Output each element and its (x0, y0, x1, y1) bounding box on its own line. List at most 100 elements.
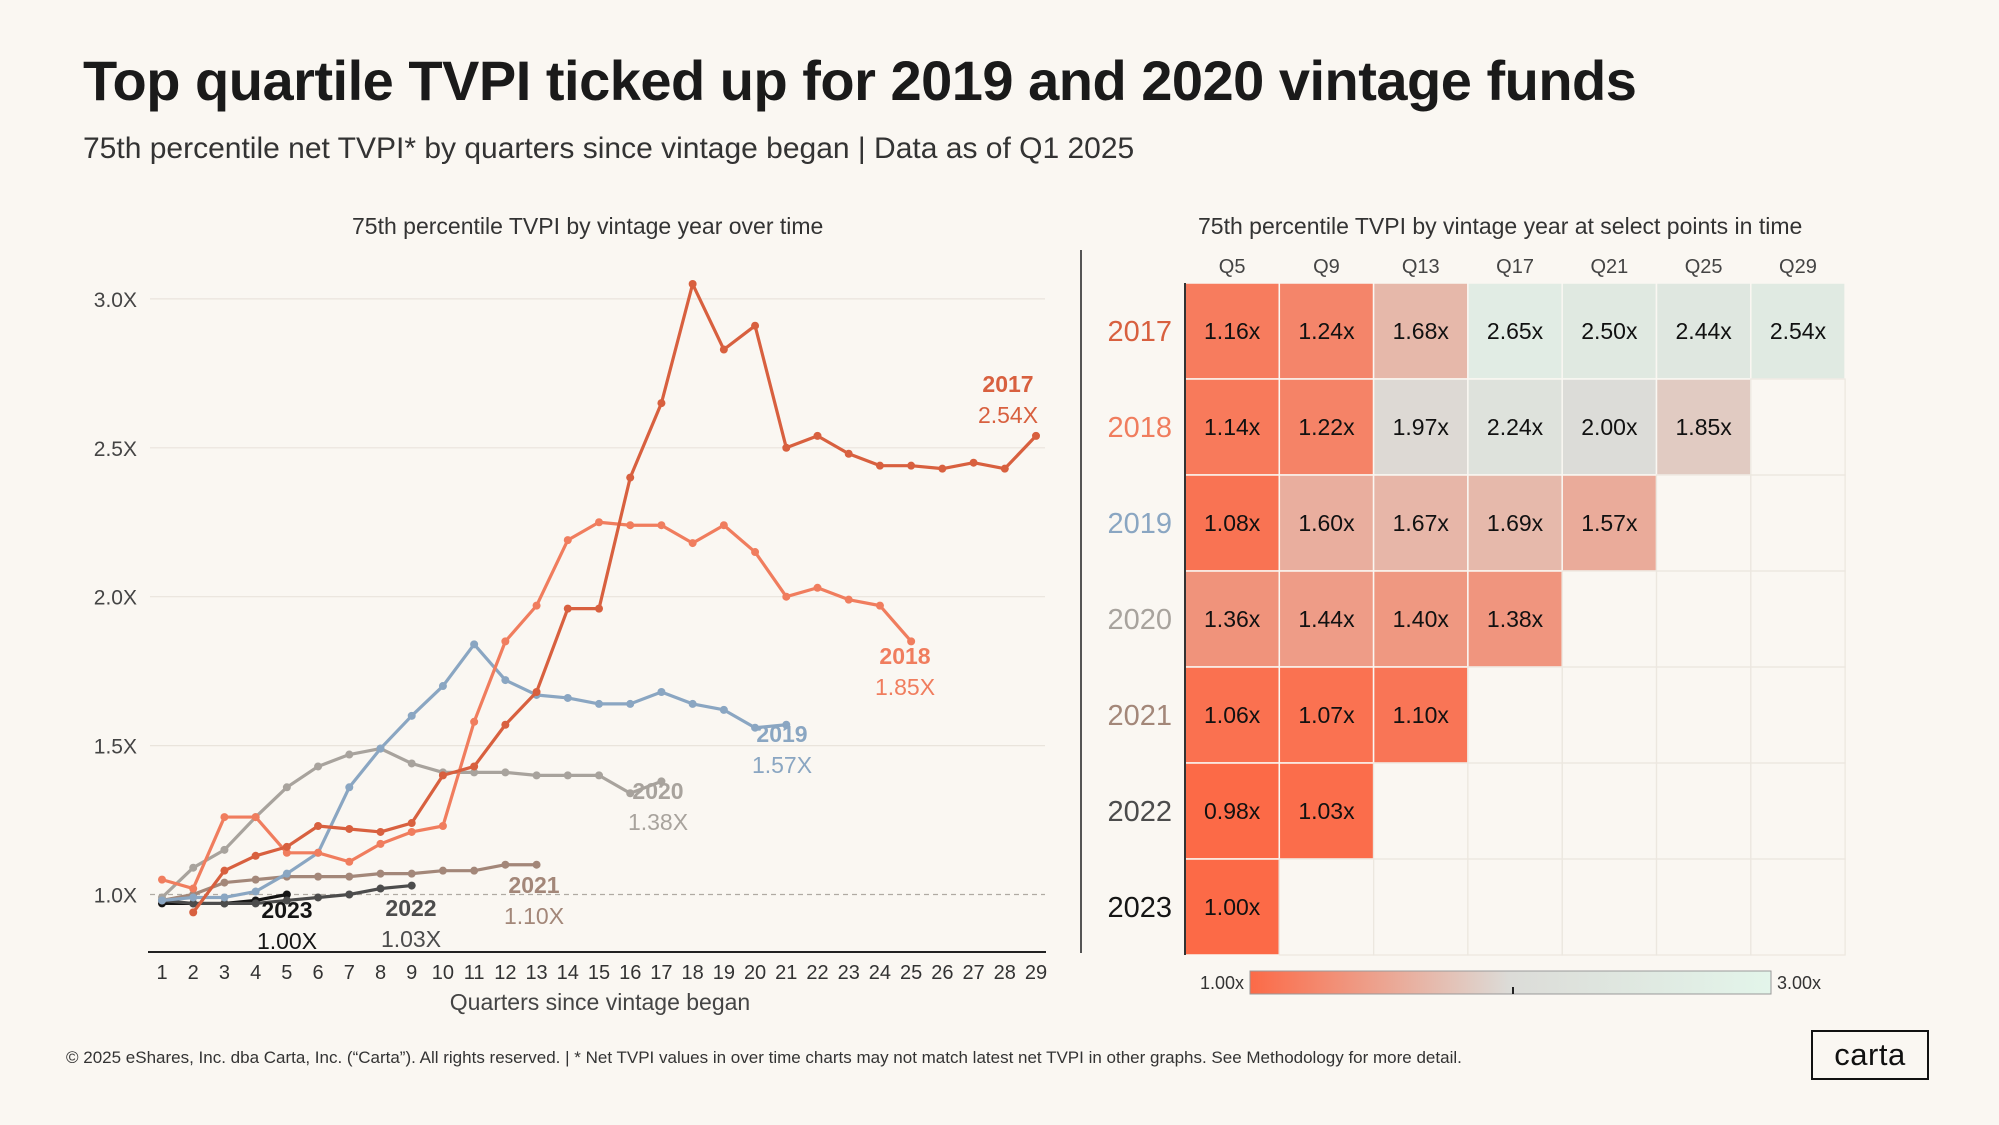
heatmap-cell-value: 2.44x (1676, 318, 1733, 344)
heatmap-cell-value: 1.67x (1393, 510, 1450, 536)
series-label-2018: 2018 (879, 643, 930, 669)
heatmap-empty-cell (1561, 666, 1658, 764)
heatmap-cell (1372, 570, 1469, 668)
series-value-2021: 1.10X (504, 903, 564, 929)
x-tick-label: 20 (744, 962, 766, 984)
x-tick-label: 21 (775, 962, 797, 984)
heatmap-cell-value: 1.08x (1204, 510, 1261, 536)
data-point-2019 (376, 744, 385, 753)
data-point-2020 (345, 750, 354, 759)
line-chart-title: 75th percentile TVPI by vintage year ove… (352, 213, 824, 239)
series-label-2017: 2017 (982, 371, 1033, 397)
data-point-2017 (345, 824, 354, 833)
heatmap-cell-value: 1.07x (1298, 702, 1355, 728)
data-point-2019 (626, 699, 635, 708)
x-tick-label: 23 (838, 962, 860, 984)
data-point-2017 (220, 866, 229, 875)
data-point-2017 (1000, 464, 1009, 473)
heatmap-cell-value: 1.85x (1676, 414, 1733, 440)
data-point-2017 (751, 321, 760, 330)
data-point-2018 (314, 848, 323, 857)
series-value-2022: 1.03X (381, 926, 441, 952)
data-point-2018 (813, 583, 822, 592)
data-point-2018 (907, 637, 916, 646)
data-point-2021 (470, 866, 479, 875)
data-point-2021 (376, 869, 385, 878)
data-point-2021 (251, 875, 260, 884)
data-point-2019 (158, 896, 166, 905)
data-point-2017 (875, 461, 884, 470)
data-point-2021 (532, 860, 541, 869)
heatmap-cell-value: 1.60x (1298, 510, 1355, 536)
data-point-2018 (158, 875, 166, 884)
heatmap-cell-value: 2.50x (1581, 318, 1638, 344)
data-point-2017 (282, 842, 291, 851)
color-scale-bar (1249, 970, 1772, 995)
heatmap-empty-cell (1373, 858, 1469, 956)
heatmap-empty-cell (1278, 858, 1375, 956)
heatmap-cell (1467, 474, 1563, 572)
x-tick-label: 1 (156, 962, 167, 984)
data-point-2018 (563, 536, 572, 545)
data-point-2017 (719, 345, 728, 354)
data-point-2017 (189, 908, 198, 917)
chart-divider (1080, 250, 1082, 953)
data-point-2020 (595, 771, 603, 780)
data-point-2019 (688, 699, 697, 708)
heatmap-cell (1561, 282, 1658, 380)
y-tick-label: 2.0X (94, 587, 137, 610)
heatmap-empty-cell (1561, 570, 1658, 668)
data-point-2018 (376, 839, 385, 848)
data-point-2019 (595, 699, 603, 708)
data-point-2022 (282, 896, 291, 905)
x-tick-label: 7 (344, 962, 355, 984)
data-point-2020 (563, 771, 572, 780)
data-point-2021 (314, 872, 323, 881)
data-point-2020 (282, 783, 291, 792)
data-point-2018 (626, 521, 635, 530)
data-point-2017 (563, 604, 572, 613)
data-point-2019 (220, 893, 229, 902)
data-point-2017 (1032, 431, 1040, 440)
data-point-2017 (532, 687, 541, 696)
series-line-2017 (191, 282, 1038, 914)
heatmap-cell-value: 1.16x (1204, 318, 1261, 344)
footer-note: © 2025 eShares, Inc. dba Carta, Inc. (“C… (66, 1048, 1462, 1067)
heatmap-cell-value: 1.38x (1487, 606, 1544, 632)
heatmap-cell (1467, 570, 1563, 668)
data-point-2019 (438, 682, 447, 691)
page-subtitle: 75th percentile net TVPI* by quarters si… (83, 132, 1135, 165)
heatmap-cell-value: 0.98x (1204, 798, 1261, 824)
heatmap-column-header: Q17 (1496, 256, 1534, 278)
data-point-2019 (751, 723, 760, 732)
heatmap-cell-value: 1.40x (1393, 606, 1450, 632)
series-value-2019: 1.57X (752, 752, 812, 778)
heatmap-cell-value: 1.36x (1204, 606, 1261, 632)
x-tick-label: 3 (219, 962, 230, 984)
data-point-2021 (345, 872, 354, 881)
data-point-2017 (969, 458, 978, 467)
data-point-2022 (376, 884, 385, 893)
heatmap-row-label-2021: 2021 (1107, 700, 1172, 732)
data-point-2018 (782, 592, 791, 601)
data-point-2022 (407, 881, 416, 890)
data-point-2020 (189, 863, 198, 872)
heatmap-empty-cell (1750, 666, 1846, 764)
x-tick-label: 8 (375, 962, 386, 984)
heatmap-cell-value: 2.65x (1487, 318, 1544, 344)
data-point-2020 (470, 768, 479, 777)
data-point-2021 (407, 869, 416, 878)
data-point-2017 (595, 604, 603, 613)
heatmap-cell (1184, 762, 1281, 860)
series-value-2023: 1.00X (257, 928, 317, 954)
data-point-2017 (907, 461, 916, 470)
heatmap-empty-cell (1750, 378, 1846, 476)
x-tick-label: 11 (464, 962, 485, 984)
heatmap-empty-cell (1655, 762, 1752, 860)
heatmap-cell-value: 2.00x (1581, 414, 1638, 440)
heatmap-cell-value: 1.68x (1393, 318, 1450, 344)
heatmap-empty-cell (1750, 762, 1846, 860)
data-point-2018 (657, 521, 666, 530)
data-point-2018 (751, 548, 760, 557)
heatmap-cell-value: 1.06x (1204, 702, 1261, 728)
